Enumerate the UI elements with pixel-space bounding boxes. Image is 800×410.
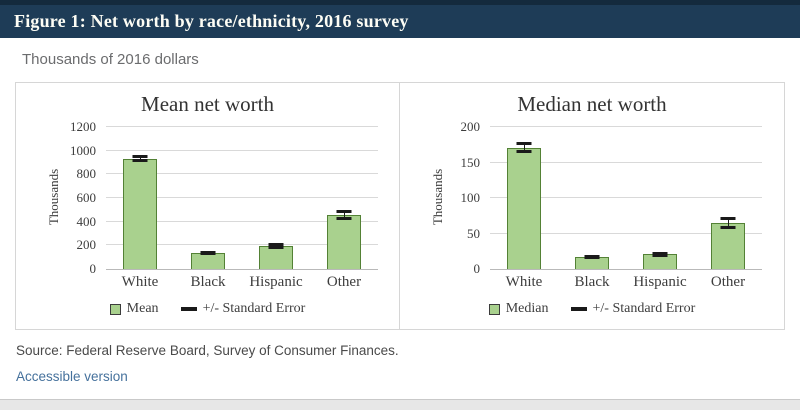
gridline	[106, 126, 378, 127]
legend-error-dash-icon	[570, 307, 587, 311]
y-tick-label: 1200	[70, 119, 96, 134]
gridline	[490, 126, 762, 127]
y-tick-label: 200	[460, 119, 481, 134]
figure-box: Mean net worth Thousands 0 200 400 600 800 10…	[15, 82, 785, 330]
y-tick-label: 0	[89, 261, 97, 276]
error-bar-other	[720, 217, 736, 229]
x-tick-label: Hispanic	[249, 274, 303, 290]
x-tick-label: White	[505, 274, 543, 290]
gridline	[106, 197, 378, 198]
legend-item-error: +/- Standard Error	[180, 301, 306, 317]
chart-title: Median net worth	[517, 92, 667, 116]
error-bar-white	[516, 142, 532, 153]
y-axis-label: Thousands	[46, 168, 61, 226]
x-tick-label: White	[121, 274, 159, 290]
error-bar-hispanic	[652, 251, 668, 257]
legend-item-series: Median	[488, 301, 549, 317]
figure-title: Figure 1: Net worth by race/ethnicity, 2…	[14, 11, 409, 31]
y-tick-label: 50	[467, 225, 480, 241]
source-line: Source: Federal Reserve Board, Survey of…	[16, 343, 399, 358]
bar-hispanic	[259, 246, 293, 269]
y-tick-label: 600	[76, 190, 97, 205]
header-top-strip	[0, 0, 800, 5]
error-bar-other	[336, 210, 352, 220]
error-bar-hispanic	[268, 243, 284, 250]
legend-bar-swatch-icon	[488, 303, 500, 315]
mean-chart-panel: Mean net worth Thousands 0 200 400 600 800 10…	[16, 83, 400, 329]
bar-other	[711, 223, 745, 269]
legend-bar-swatch-icon	[109, 303, 121, 315]
bar-other	[327, 214, 361, 269]
gridline	[106, 220, 378, 222]
bar-white	[123, 158, 157, 269]
x-axis-labels: White Black Hispanic Other	[490, 274, 762, 291]
x-tick-label: Other	[710, 274, 746, 290]
legend: Mean +/- Standard Error	[16, 301, 399, 317]
x-tick-label: Black	[574, 274, 610, 290]
error-bar-black	[584, 255, 600, 259]
legend-series-label: Mean	[126, 301, 159, 316]
y-tick-label: 150	[460, 154, 481, 170]
error-bar-white	[132, 155, 148, 162]
plot-area: 0 200 400 600 800 1000 1200	[70, 119, 378, 276]
plot-area: 0 50 100 150 200	[461, 119, 762, 276]
median-chart-panel: Median net worth Thousands 0 50 100 150 200 …	[400, 83, 784, 329]
y-tick-label: 800	[76, 166, 97, 182]
x-tick-label: Other	[326, 274, 362, 290]
y-tick-label: 100	[460, 190, 481, 205]
legend-error-dash-icon	[180, 307, 197, 311]
legend-error-label: +/- Standard Error	[202, 301, 306, 316]
y-tick-label: 200	[76, 237, 97, 253]
y-axis-label: Thousands	[430, 168, 445, 226]
gridline	[490, 197, 762, 198]
page: Figure 1: Net worth by race/ethnicity, 2…	[0, 0, 800, 400]
legend-series-label: Median	[505, 301, 549, 316]
legend: Median +/- Standard Error	[400, 301, 784, 317]
legend-item-error: +/- Standard Error	[570, 301, 696, 317]
x-axis-labels: White Black Hispanic Other	[106, 274, 378, 291]
legend-error-label: +/- Standard Error	[592, 301, 696, 316]
gridline	[106, 149, 378, 151]
figure-header: Figure 1: Net worth by race/ethnicity, 2…	[0, 5, 800, 38]
accessible-version-link[interactable]: Accessible version	[16, 369, 128, 384]
gridline	[490, 161, 762, 163]
legend-item-series: Mean	[109, 301, 159, 317]
y-tick-label: 400	[76, 213, 97, 229]
gridline	[106, 173, 378, 175]
bar-white	[507, 147, 541, 269]
y-tick-label: 1000	[70, 142, 96, 158]
gridline	[106, 244, 378, 246]
x-tick-label: Hispanic	[633, 274, 687, 290]
units-subtitle: Thousands of 2016 dollars	[22, 51, 199, 68]
y-tick-label: 0	[473, 261, 481, 276]
bar-black	[191, 252, 225, 269]
x-tick-label: Black	[190, 274, 226, 290]
error-bar-black	[200, 250, 216, 255]
chart-title: Mean net worth	[141, 92, 274, 116]
gridline	[490, 232, 762, 234]
